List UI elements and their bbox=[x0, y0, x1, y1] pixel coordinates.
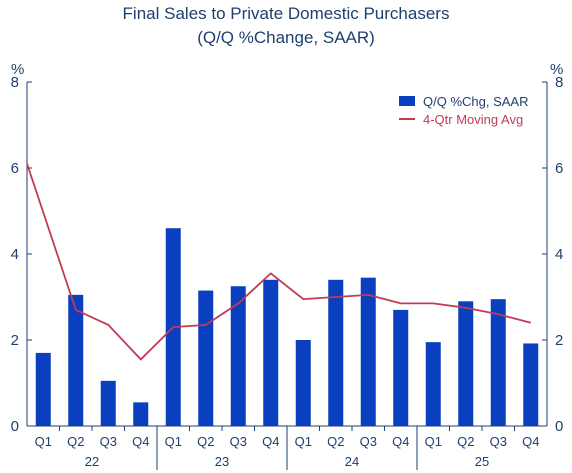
x-category-label: Q4 bbox=[522, 434, 539, 449]
legend-bar-swatch bbox=[399, 96, 415, 106]
x-category-label: Q3 bbox=[100, 434, 117, 449]
x-category-label: Q4 bbox=[392, 434, 409, 449]
legend-line-label: 4-Qtr Moving Avg bbox=[423, 112, 523, 127]
year-label: 22 bbox=[85, 454, 99, 469]
x-category-label: Q3 bbox=[230, 434, 247, 449]
bar bbox=[100, 380, 116, 426]
x-category-label: Q1 bbox=[295, 434, 312, 449]
x-category-label: Q2 bbox=[457, 434, 474, 449]
bar bbox=[263, 279, 279, 426]
y-tick-label-right: 6 bbox=[555, 160, 563, 177]
right-axis-unit: % bbox=[550, 61, 563, 78]
y-tick-label-right: 4 bbox=[555, 246, 563, 263]
bar bbox=[295, 340, 311, 426]
year-label: 24 bbox=[345, 454, 359, 469]
bar bbox=[230, 286, 246, 426]
y-tick-label-right: 2 bbox=[555, 332, 563, 349]
y-tick-label-left: 4 bbox=[11, 246, 19, 263]
y-tick-label-right: 0 bbox=[555, 418, 563, 435]
left-axis-unit: % bbox=[11, 61, 24, 78]
bar bbox=[425, 342, 441, 426]
x-category-label: Q2 bbox=[197, 434, 214, 449]
bar bbox=[133, 402, 149, 426]
y-tick-label-left: 8 bbox=[11, 74, 19, 91]
y-tick-label-left: 2 bbox=[11, 332, 19, 349]
bar bbox=[198, 290, 214, 426]
x-category-label: Q2 bbox=[327, 434, 344, 449]
year-label: 23 bbox=[215, 454, 229, 469]
y-tick-label-left: 0 bbox=[11, 418, 19, 435]
x-category-label: Q3 bbox=[490, 434, 507, 449]
year-label: 25 bbox=[475, 454, 489, 469]
bar bbox=[328, 279, 344, 426]
bar bbox=[68, 294, 84, 426]
x-category-label: Q1 bbox=[35, 434, 52, 449]
moving-average-line bbox=[26, 163, 532, 361]
y-tick-label-right: 8 bbox=[555, 74, 563, 91]
bar bbox=[360, 277, 376, 426]
chart-subtitle: (Q/Q %Change, SAAR) bbox=[197, 28, 375, 47]
bar bbox=[523, 343, 539, 426]
x-category-label: Q4 bbox=[132, 434, 149, 449]
y-tick-label-left: 6 bbox=[11, 160, 19, 177]
x-category-label: Q3 bbox=[360, 434, 377, 449]
x-category-label: Q4 bbox=[262, 434, 279, 449]
legend-bar-label: Q/Q %Chg, SAAR bbox=[423, 94, 528, 109]
bar bbox=[458, 301, 474, 426]
bar bbox=[35, 352, 51, 426]
bar bbox=[490, 299, 506, 426]
x-category-label: Q2 bbox=[67, 434, 84, 449]
x-category-label: Q1 bbox=[425, 434, 442, 449]
plot-area: 0 02 24 46 68 8Q1 Q2 Q3 Q4 Q1 Q2 Q3 Q4 Q1 Q2 Q3 Q4 Q1 Q2 Q3… bbox=[11, 74, 563, 470]
legend: Q/Q %Chg, SAAR 4-Qtr Moving Avg bbox=[399, 94, 528, 127]
bar bbox=[393, 309, 409, 426]
x-category-label: Q1 bbox=[165, 434, 182, 449]
chart-title: Final Sales to Private Domestic Purchase… bbox=[122, 4, 450, 23]
